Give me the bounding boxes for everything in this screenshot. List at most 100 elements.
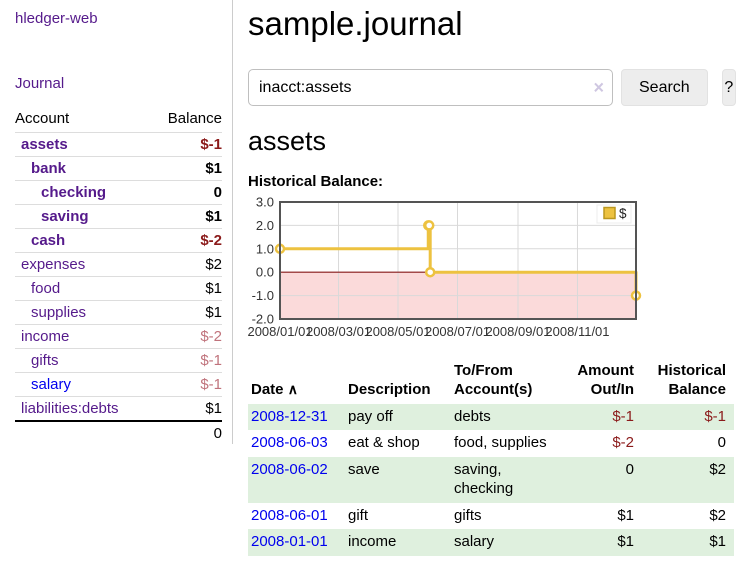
legend-swatch — [603, 206, 616, 220]
account-link-gifts[interactable]: gifts — [31, 352, 59, 369]
account-heading: assets — [248, 126, 327, 156]
account-row: checking 0 — [15, 180, 222, 205]
search-input[interactable] — [248, 69, 613, 106]
account-balance: $1 — [150, 300, 222, 325]
account-balance: $-2 — [150, 228, 222, 253]
transaction-description: pay off — [348, 407, 393, 425]
y-tick-label: 2.0 — [256, 218, 274, 233]
transaction-amount: 0 — [625, 460, 634, 478]
transaction-date-link[interactable]: 2008-06-02 — [251, 460, 328, 478]
account-row: income $-2 — [15, 324, 222, 349]
transactions-tbody: 2008-12-31 pay off debts $-1 $-1 2008-06-03 ea… — [248, 403, 734, 556]
transaction-date-link[interactable]: 2008-06-01 — [251, 506, 328, 524]
account-link-salary[interactable]: salary — [31, 376, 72, 393]
sidebar-item-journal[interactable]: Journal — [15, 75, 65, 92]
transactions-table: Date ∧ Description To/From Account(s) Am… — [248, 360, 734, 556]
account-row: expenses $2 — [15, 252, 222, 277]
account-link-assets[interactable]: assets — [21, 136, 68, 153]
transaction-row: 2008-06-02 save saving, checking 0 $2 — [248, 456, 734, 503]
clear-search-icon[interactable]: × — [593, 77, 604, 98]
balance-chart-svg: $3.0 2.0 1.0 0.0 -1.0 -2.02008/01/012008/03/0… — [247, 195, 642, 339]
account-row: saving $1 — [15, 204, 222, 229]
account-link-supplies[interactable]: supplies — [31, 304, 87, 321]
col-header-balance: Historical Balance — [657, 362, 726, 398]
chart-title: Historical Balance: — [248, 173, 384, 190]
account-balance: $1 — [150, 276, 222, 301]
account-row: supplies $1 — [15, 300, 222, 325]
transaction-row: 2008-06-01 gift gifts $1 $2 — [248, 503, 734, 530]
transaction-balance: $-1 — [704, 407, 726, 425]
y-tick-label: 3.0 — [256, 195, 274, 210]
y-tick-label: -2.0 — [252, 312, 274, 327]
account-link-saving[interactable]: saving — [41, 208, 89, 225]
y-tick-label: 0.0 — [256, 265, 274, 280]
transaction-balance: $2 — [709, 460, 726, 478]
transaction-balance: 0 — [717, 434, 726, 451]
col-header-description: Description — [348, 380, 431, 398]
page-title: sample.journal — [248, 5, 463, 42]
y-tick-label: 1.0 — [256, 241, 274, 256]
legend-label: $ — [619, 206, 627, 221]
transaction-date-link[interactable]: 2008-06-03 — [251, 434, 328, 451]
account-balance: $1 — [150, 156, 222, 181]
data-point-marker — [423, 220, 435, 231]
plot-border — [279, 201, 637, 320]
account-link-bank[interactable]: bank — [31, 160, 67, 177]
transactions-header-row: Date ∧ Description To/From Account(s) Am… — [248, 360, 734, 404]
account-row: gifts $-1 — [15, 348, 222, 373]
transaction-date-cell: 2008-06-03 — [248, 430, 348, 457]
transaction-accounts: food, supplies — [454, 434, 547, 451]
account-link-food[interactable]: food — [31, 280, 61, 297]
account-row: cash $-2 — [15, 228, 222, 253]
x-tick-label: 2008/03/01 — [306, 324, 371, 339]
account-balance: $-1 — [150, 372, 222, 397]
account-link-income[interactable]: income — [21, 328, 70, 345]
transaction-date-link[interactable]: 2008-12-31 — [251, 407, 328, 425]
account-link-cash[interactable]: cash — [31, 232, 66, 249]
account-row: liabilities:debts $1 — [15, 396, 222, 421]
transaction-row: 2008-12-31 pay off debts $-1 $-1 — [248, 403, 734, 431]
accounts-header-balance: Balance — [167, 110, 222, 127]
sort-asc-icon: ∧ — [287, 380, 298, 397]
account-balance: $1 — [150, 396, 222, 421]
search-button[interactable]: Search — [621, 69, 708, 106]
transaction-accounts: debts — [454, 407, 491, 425]
account-balance: $2 — [150, 252, 222, 277]
account-row: salary $-1 — [15, 372, 222, 397]
transaction-date-link[interactable]: 2008-01-01 — [251, 533, 328, 550]
historical-balance-chart: $3.0 2.0 1.0 0.0 -1.0 -2.0 2008/01/01 2008/03/0… — [247, 195, 736, 340]
accounts-table: Account Balance assets $-1 bank $1 checking 0… — [15, 108, 222, 445]
transaction-amount: $1 — [617, 533, 634, 550]
account-link-checking[interactable]: checking — [41, 184, 107, 201]
x-tick-label: 2008/11/01 — [545, 324, 609, 339]
transaction-balance: $2 — [709, 506, 726, 524]
account-balance: $-1 — [150, 348, 222, 373]
transaction-description: gift — [348, 506, 369, 524]
account-balance: $-1 — [150, 132, 222, 157]
transaction-date-cell: 2008-06-01 — [248, 503, 348, 530]
y-tick-label: -1.0 — [252, 288, 274, 303]
x-tick-label: 2008/05/01 — [365, 324, 430, 339]
transaction-accounts: gifts — [454, 506, 482, 524]
col-header-amount: Amount Out/In — [577, 362, 634, 398]
accounts-header-account: Account — [15, 110, 70, 127]
transaction-description: eat & shop — [348, 434, 420, 451]
transaction-row: 2008-06-03 eat & shop food, supplies $-2 0 — [248, 430, 734, 457]
account-balance: $-2 — [150, 324, 222, 349]
col-header-date[interactable]: Date ∧ — [251, 380, 298, 398]
transaction-date-cell: 2008-12-31 — [248, 404, 348, 431]
accounts-total-spacer — [15, 420, 151, 445]
search-form: × Search ? — [248, 69, 736, 106]
search-box: × — [248, 69, 613, 106]
transaction-date-cell: 2008-06-02 — [248, 457, 348, 503]
x-tick-label: 2008/09/01 — [485, 324, 550, 339]
x-tick-label: 2008/01/01 — [247, 324, 312, 339]
col-header-accounts: To/From Account(s) — [454, 362, 533, 398]
help-button[interactable]: ? — [721, 69, 736, 106]
account-link-expenses[interactable]: expenses — [21, 256, 86, 273]
data-point-marker — [424, 266, 436, 278]
account-link-liabilities-debts[interactable]: liabilities:debts — [21, 400, 119, 417]
transaction-description: save — [348, 460, 380, 478]
transaction-row: 2008-01-01 income salary $1 $1 — [248, 529, 734, 556]
app-title-link[interactable]: hledger-web — [15, 10, 98, 27]
